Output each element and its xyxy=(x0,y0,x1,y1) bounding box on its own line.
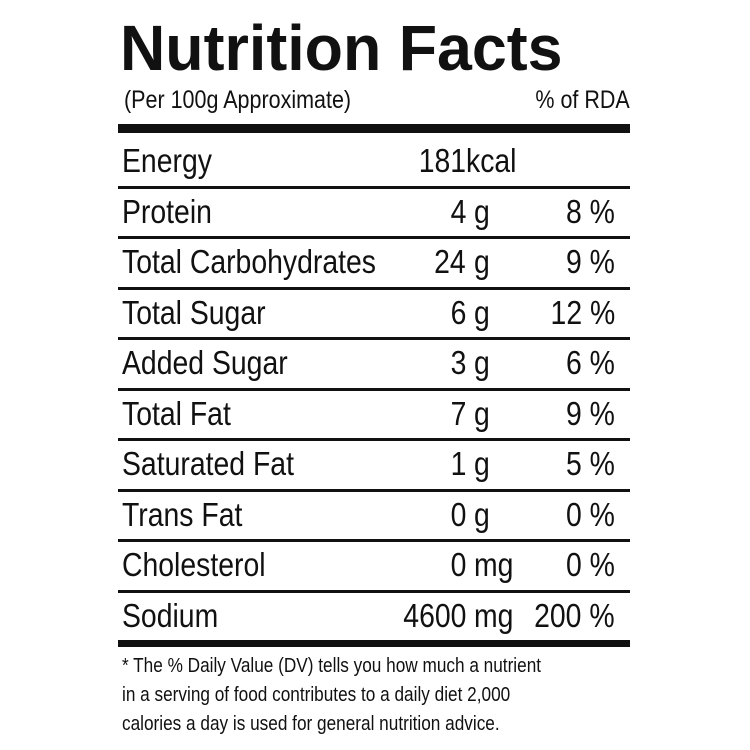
row-rule xyxy=(118,337,630,340)
row-rule xyxy=(118,387,630,391)
rda: 6 % xyxy=(566,344,615,381)
nutrient-name: Energy xyxy=(122,142,212,179)
amount: 6 xyxy=(450,293,466,331)
rda-label: % of RDA xyxy=(535,86,630,114)
row-rule xyxy=(118,438,630,441)
amount: 181 xyxy=(418,142,466,179)
nutrient-name: Saturated Fat xyxy=(122,445,294,482)
nutrient-name: Total Fat xyxy=(122,394,231,432)
unit: g xyxy=(474,495,490,533)
amount: 3 xyxy=(450,344,466,381)
rda: 0 % xyxy=(566,495,615,533)
row-rule xyxy=(118,185,630,189)
amount: 4600 xyxy=(402,596,466,634)
rda: 0 % xyxy=(566,546,615,583)
unit: g xyxy=(474,243,490,280)
unit: mg xyxy=(474,596,514,634)
unit: mg xyxy=(474,546,514,583)
row-rule xyxy=(118,236,630,239)
nutrient-name: Total Carbohydrates xyxy=(122,243,376,280)
unit: g xyxy=(474,394,490,432)
row-rule xyxy=(118,488,630,492)
row-rule xyxy=(118,539,630,542)
nutrient-name: Protein xyxy=(122,192,212,230)
nutrient-name: Sodium xyxy=(122,596,219,634)
rda: 9 % xyxy=(566,394,615,432)
row-rule xyxy=(118,589,630,593)
amount: 24 xyxy=(434,243,466,280)
footnote-line: in a serving of food contributes to a da… xyxy=(122,684,511,706)
unit: g xyxy=(474,293,490,331)
nutrient-name: Cholesterol xyxy=(122,546,266,583)
row-rule xyxy=(118,286,630,290)
unit: kcal xyxy=(466,142,517,179)
footnote-line: * The % Daily Value (DV) tells you how m… xyxy=(122,655,542,677)
rda: 5 % xyxy=(566,445,615,482)
amount: 0 xyxy=(450,495,466,533)
nutrient-name: Total Sugar xyxy=(122,293,266,331)
amount: 1 xyxy=(450,445,466,482)
amount: 0 xyxy=(450,546,466,583)
nutrient-name: Added Sugar xyxy=(122,344,288,381)
unit: g xyxy=(474,192,490,230)
footnote-line: calories a day is used for general nutri… xyxy=(122,713,500,735)
rda: 8 % xyxy=(566,192,615,230)
unit: g xyxy=(474,445,490,482)
rda: 200 % xyxy=(534,596,615,634)
amount: 4 xyxy=(450,192,466,230)
basis: (Per 100g Approximate) xyxy=(124,86,352,114)
rda: 12 % xyxy=(550,293,615,331)
amount: 7 xyxy=(450,394,466,432)
unit: g xyxy=(474,344,490,381)
thick-rule xyxy=(118,124,630,133)
thick-rule xyxy=(118,640,630,647)
nutrient-name: Trans Fat xyxy=(122,495,243,533)
rda: 9 % xyxy=(566,243,615,280)
title: Nutrition Facts xyxy=(120,12,563,84)
